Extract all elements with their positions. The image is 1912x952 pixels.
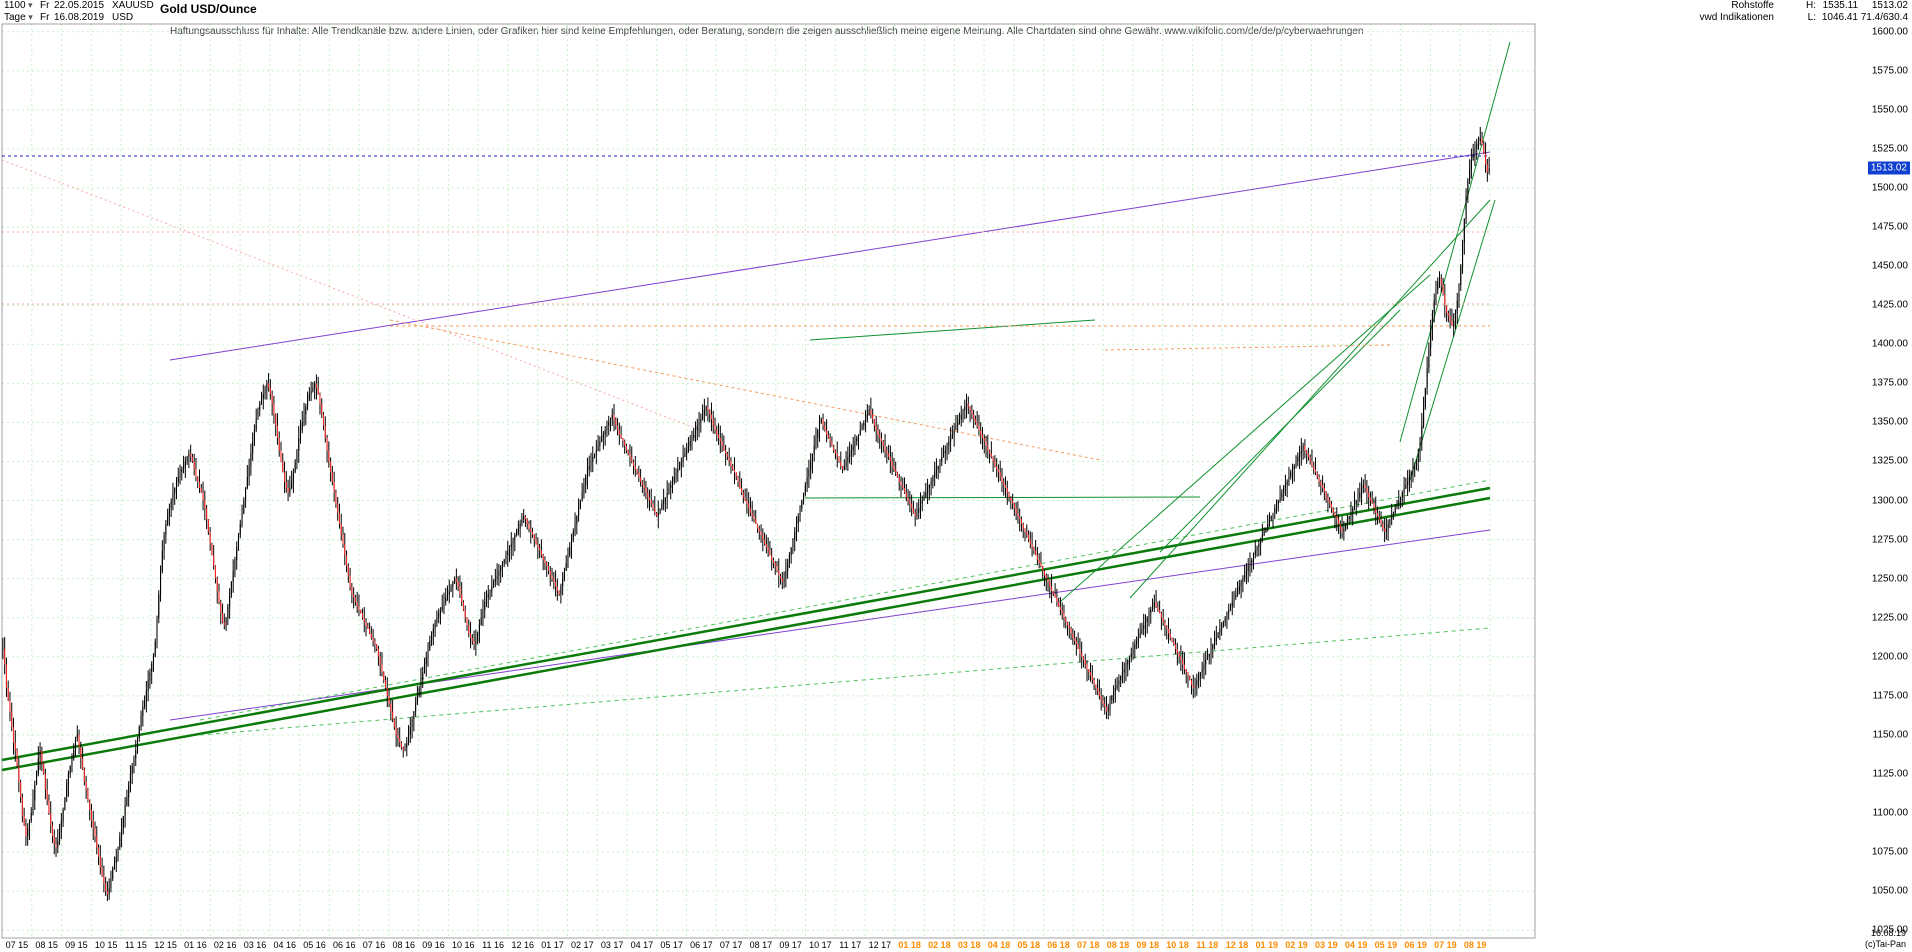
x-tick-label: 09 17 [779,940,802,950]
x-tick-label: 10 17 [809,940,832,950]
x-tick-label: 10 18 [1166,940,1189,950]
x-tick-label: 03 16 [244,940,267,950]
y-tick-label: 1200.00 [1872,651,1908,662]
x-tick-label: 04 17 [631,940,654,950]
x-tick-label: 04 18 [988,940,1011,950]
x-tick-label: 03 19 [1315,940,1338,950]
x-tick-label: 01 19 [1256,940,1279,950]
x-tick-label: 08 18 [1107,940,1130,950]
x-tick-label: 05 17 [660,940,683,950]
x-tick-label: 12 15 [154,940,177,950]
x-tick-label: 02 19 [1285,940,1308,950]
x-tick-label: 05 18 [1017,940,1040,950]
x-tick-label: 07 19 [1434,940,1457,950]
x-tick-label: 08 17 [750,940,773,950]
x-tick-label: 08 15 [35,940,58,950]
x-tick-label: 04 19 [1345,940,1368,950]
footer-date: 16.08.19 [1865,928,1906,939]
x-tick-label: 07 15 [6,940,29,950]
x-tick-label: 02 17 [571,940,594,950]
y-tick-label: 1475.00 [1872,222,1908,233]
x-tick-label: 05 19 [1375,940,1398,950]
y-tick-label: 1300.00 [1872,495,1908,506]
x-tick-label: 10 15 [95,940,118,950]
x-tick-label: 11 16 [482,940,504,950]
x-tick-label: 09 15 [65,940,88,950]
y-tick-label: 1150.00 [1873,729,1908,740]
y-tick-label: 1050.00 [1872,886,1908,897]
y-tick-label: 1375.00 [1872,378,1908,389]
y-tick-label: 1400.00 [1872,339,1908,350]
y-tick-label: 1175.00 [1873,690,1908,701]
y-tick-label: 1100.00 [1873,808,1908,819]
x-tick-label: 09 16 [422,940,445,950]
x-tick-label: 04 16 [273,940,296,950]
x-tick-label: 12 16 [512,940,535,950]
y-tick-label: 1425.00 [1872,300,1908,311]
x-tick-label: 06 17 [690,940,713,950]
x-tick-label: 02 18 [928,940,951,950]
y-tick-label: 1450.00 [1872,261,1908,272]
x-tick-label: 12 18 [1226,940,1249,950]
chart-container: 1100 Fr 22.05.2015 XAUUSD Gold USD/Ounce… [0,0,1912,952]
y-tick-label: 1350.00 [1872,417,1908,428]
chart-plot[interactable] [0,0,1912,952]
y-tick-label: 1275.00 [1872,534,1908,545]
x-tick-label: 06 18 [1047,940,1070,950]
x-tick-label: 06 16 [333,940,356,950]
footer: 16.08.19 (c)Tai-Pan [1865,928,1906,950]
y-tick-label: 1225.00 [1872,612,1908,623]
x-tick-label: 11 15 [125,940,147,950]
x-tick-label: 11 18 [1196,940,1218,950]
x-tick-label: 08 16 [392,940,415,950]
y-tick-label: 1600.00 [1872,26,1908,37]
x-tick-label: 01 16 [184,940,207,950]
current-price-tag: 1513.02 [1868,161,1910,174]
x-tick-label: 01 18 [898,940,921,950]
x-tick-label: 09 18 [1136,940,1159,950]
y-tick-label: 1500.00 [1872,183,1908,194]
x-tick-label: 03 17 [601,940,624,950]
x-tick-label: 11 17 [839,940,861,950]
y-tick-label: 1125.00 [1873,768,1908,779]
x-tick-label: 07 18 [1077,940,1100,950]
y-tick-label: 1075.00 [1872,847,1908,858]
x-tick-label: 07 17 [720,940,743,950]
y-tick-label: 1525.00 [1872,143,1908,154]
y-tick-label: 1325.00 [1872,456,1908,467]
y-tick-label: 1250.00 [1872,573,1908,584]
x-tick-label: 02 16 [214,940,237,950]
x-tick-label: 06 19 [1404,940,1427,950]
y-tick-label: 1575.00 [1872,65,1908,76]
x-tick-label: 08 19 [1464,940,1487,950]
x-tick-label: 03 18 [958,940,981,950]
x-tick-label: 12 17 [869,940,892,950]
x-tick-label: 07 16 [363,940,386,950]
footer-copyright: (c)Tai-Pan [1865,939,1906,950]
x-tick-label: 05 16 [303,940,326,950]
y-tick-label: 1550.00 [1872,104,1908,115]
x-tick-label: 01 17 [541,940,564,950]
x-tick-label: 10 16 [452,940,475,950]
